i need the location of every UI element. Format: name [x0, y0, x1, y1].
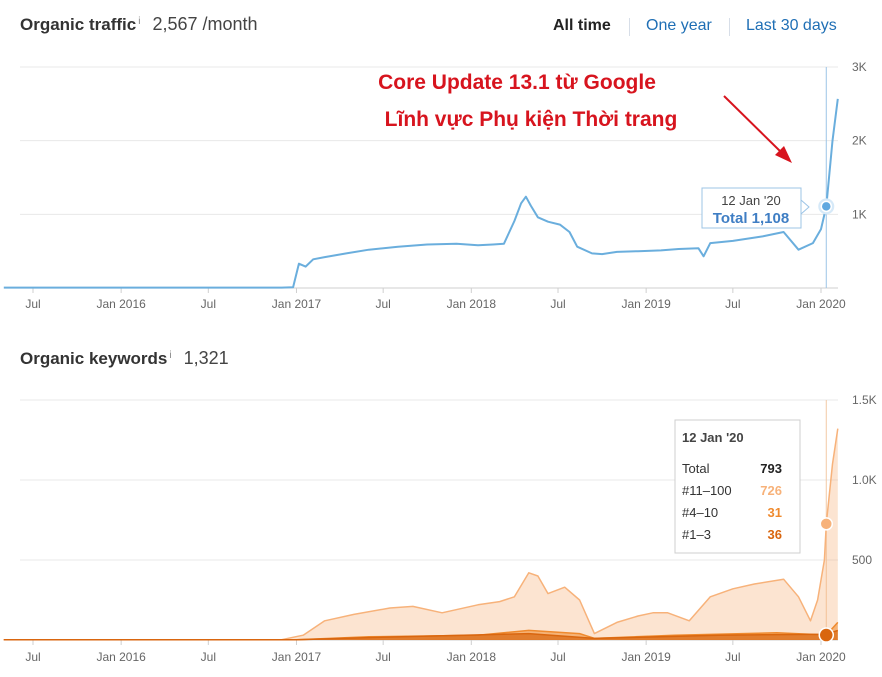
traffic-x-tick-label: Jan 2018 [447, 297, 497, 311]
keywords-tooltip-row-label: #4–10 [682, 505, 718, 520]
traffic-info-icon[interactable]: i [138, 15, 141, 27]
keywords-series-area [3, 428, 838, 640]
range-last-30-days[interactable]: Last 30 days [746, 17, 837, 34]
traffic-y-tick-label: 3K [852, 60, 867, 74]
traffic-x-tick-label: Jan 2016 [96, 297, 146, 311]
traffic-x-tick-label: Jul [375, 297, 390, 311]
traffic-tooltip-total: Total 1,108 [713, 210, 789, 227]
keywords-info-icon[interactable]: i [169, 349, 172, 361]
annotation-arrow-shaft [723, 95, 784, 155]
keywords-tooltip-row-label: #11–100 [682, 483, 732, 498]
keywords-x-tick-label: Jan 2018 [447, 650, 497, 664]
keywords-title: Organic keywords [20, 349, 168, 368]
traffic-x-tick-label: Jan 2017 [272, 297, 322, 311]
keywords-y-tick-label: 1.5K [852, 393, 877, 407]
keywords-x-tick-label: Jul [550, 650, 565, 664]
traffic-x-tick-label: Jul [25, 297, 40, 311]
keywords-x-tick-label: Jan 2019 [621, 650, 671, 664]
keywords-tooltip-row-value: 36 [768, 527, 782, 542]
keywords-marker-top [818, 627, 835, 643]
keywords-series-line [3, 428, 839, 641]
keywords-x-tick-label: Jul [725, 650, 740, 664]
range-divider [729, 18, 730, 36]
annotation-line-2: Lĩnh vực Phụ kiện Thời trang [385, 108, 678, 131]
traffic-tooltip: 12 Jan '20 Total 1,108 [701, 187, 810, 229]
keywords-tooltip-box [674, 419, 801, 554]
keywords-tooltip-row-label: Total [682, 461, 710, 476]
keywords-y-tick-label: 500 [852, 553, 872, 567]
keywords-marker-11-100 [819, 517, 834, 531]
range-divider [629, 18, 630, 36]
keywords-header: Organic keywords i 1,321 [20, 348, 229, 369]
keywords-tooltip-row-value: 793 [760, 461, 782, 476]
range-one-year[interactable]: One year [646, 17, 712, 34]
keywords-y-tick-label: 1.0K [852, 473, 877, 487]
keywords-x-tick-label: Jul [375, 650, 390, 664]
traffic-x-tick-label: Jan 2020 [796, 297, 846, 311]
traffic-y-tick-label: 1K [852, 207, 867, 221]
traffic-y-tick-label: 2K [852, 134, 867, 148]
keywords-tooltip: 12 Jan '20 Total 793 #11–100 726 #4–10 31 #1–3 3… [674, 419, 801, 554]
traffic-chart: 1K 2K 3K Jul Jan 2016 Jul Jan 2017 Jul Jan 2018 J… [3, 60, 867, 311]
keywords-tooltip-row-value: 31 [768, 505, 782, 520]
keywords-tooltip-row-value: 726 [760, 483, 782, 498]
traffic-marker [820, 200, 833, 213]
range-all-time[interactable]: All time [553, 17, 611, 34]
keywords-x-tick-label: Jan 2016 [96, 650, 146, 664]
traffic-title: Organic traffic [20, 15, 137, 34]
keywords-x-tick-label: Jul [201, 650, 216, 664]
traffic-series-line [3, 98, 839, 289]
traffic-x-tick-label: Jul [201, 297, 216, 311]
keywords-tooltip-date: 12 Jan '20 [682, 430, 744, 445]
annotation-arrow-head [775, 146, 792, 163]
keywords-value: 1,321 [183, 348, 229, 368]
keywords-series-line [3, 629, 839, 641]
keywords-x-tick-label: Jan 2020 [796, 650, 846, 664]
traffic-value: 2,567 /month [152, 14, 258, 34]
keywords-tooltip-row-label: #1–3 [682, 527, 711, 542]
traffic-x-tick-label: Jan 2019 [621, 297, 671, 311]
traffic-x-tick-label: Jul [725, 297, 740, 311]
annotation-arrow [723, 95, 792, 163]
keywords-x-tick-label: Jan 2017 [272, 650, 322, 664]
annotation-line-1: Core Update 13.1 từ Google [378, 71, 656, 94]
traffic-header: Organic traffic i 2,567 /month [20, 14, 258, 35]
traffic-tooltip-date: 12 Jan '20 [721, 193, 781, 208]
traffic-tooltip-box [701, 187, 810, 229]
keywords-x-tick-label: Jul [25, 650, 40, 664]
traffic-x-tick-label: Jul [550, 297, 565, 311]
